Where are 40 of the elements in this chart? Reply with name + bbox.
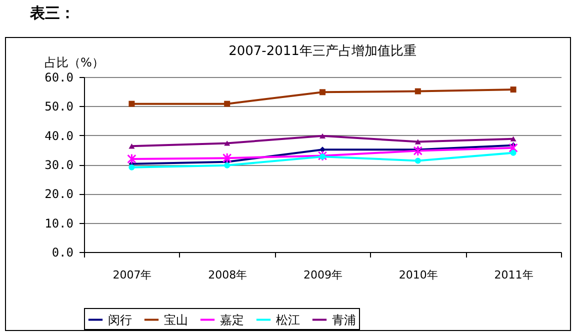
point: [128, 164, 135, 170]
point: [508, 142, 518, 154]
point: [510, 150, 516, 156]
x-tick-label: 2011年: [494, 268, 534, 282]
point: [224, 100, 230, 107]
y-tick-label: 30.0: [44, 158, 74, 172]
x-tick-label: 2009年: [304, 268, 342, 282]
y-tick-label: 40.0: [44, 128, 74, 143]
point: [127, 154, 136, 164]
y-axis-title: 占比（%）: [44, 56, 104, 70]
point: [128, 144, 135, 149]
point: [320, 133, 326, 139]
point: [318, 150, 328, 162]
point: [224, 162, 230, 168]
point: [224, 140, 230, 146]
point: [414, 88, 421, 94]
legend-label: 松江: [276, 312, 300, 327]
y-tick-label: 20.0: [44, 187, 74, 202]
point: [414, 158, 421, 164]
point: [510, 136, 516, 142]
chart-title: 2007-2011年三产占增加值比重: [228, 44, 416, 59]
point: [413, 145, 423, 156]
legend-label: 宝山: [164, 312, 188, 327]
legend-label: 青浦: [332, 312, 356, 327]
y-tick-label: 60.0: [44, 70, 74, 84]
text: 表三：: [30, 4, 75, 23]
point: [222, 152, 232, 164]
x-tick-label: 2007年: [112, 268, 152, 282]
y-tick-label: 10.0: [44, 216, 74, 230]
point: [414, 139, 421, 144]
x-tick-label: 2010年: [398, 268, 438, 282]
legend-label: 闵行: [108, 312, 132, 327]
legend-label: 嘉定: [220, 312, 244, 327]
y-tick-label: 0.0: [52, 246, 74, 260]
point: [128, 100, 135, 107]
x-tick-label: 2008年: [208, 268, 248, 282]
point: [320, 154, 326, 160]
point: [320, 89, 326, 96]
y-tick-label: 50.0: [44, 100, 74, 114]
point: [510, 86, 516, 93]
